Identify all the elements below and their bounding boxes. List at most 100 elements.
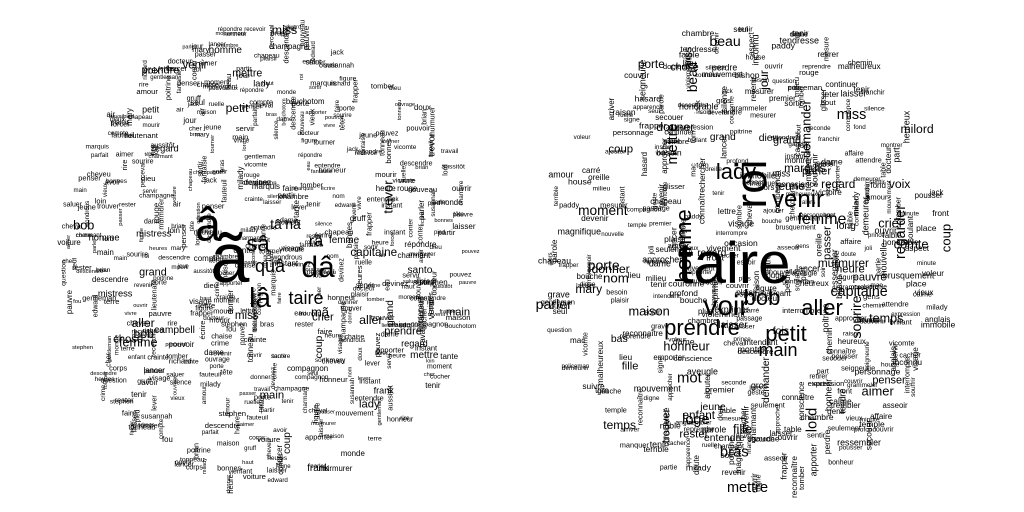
cloud-word: passer: [318, 408, 335, 415]
cloud-word: aller: [801, 295, 843, 320]
cloud-word: apporter: [305, 431, 333, 441]
cloud-word: bras: [259, 318, 275, 328]
cloud-word: brian: [415, 165, 429, 171]
cloud-word: seulement: [655, 244, 693, 254]
cloud-word: signe: [623, 116, 640, 124]
cloud-word: heure: [375, 183, 396, 193]
cloud-word: table: [719, 405, 737, 415]
cloud-word: miss: [234, 309, 259, 323]
cloud-word: tenir: [712, 190, 725, 198]
cloud-word: pied: [123, 114, 135, 121]
cloud-word: vivre: [323, 123, 336, 130]
cloud-word: connaître: [826, 347, 856, 356]
cloud-word: dieu: [429, 243, 442, 251]
cloud-word: mesurer: [744, 87, 774, 97]
cloud-word: franchir: [861, 89, 885, 97]
cloud-word: lieutenant: [381, 323, 407, 330]
cloud-word: aspect: [904, 243, 929, 253]
cloud-word: hasard: [634, 93, 662, 104]
cloud-word: alors: [801, 199, 816, 207]
cloud-word: seulement: [827, 423, 861, 433]
cloud-word: ruelle: [355, 259, 373, 267]
cloud-word: crime: [211, 338, 230, 348]
cloud-word: roi: [193, 65, 202, 74]
cloud-word: grammeler: [731, 103, 767, 113]
cloud-word: intendant: [653, 293, 680, 301]
cloud-word: glisser: [735, 323, 755, 331]
cloud-word: murmurer: [318, 463, 353, 473]
cloud-word: heure: [388, 352, 406, 360]
cloud-word: chose: [670, 62, 699, 75]
cloud-word: connaître: [781, 393, 815, 403]
cloud-word: gauche: [788, 141, 810, 149]
cloud-word: chapeau: [324, 227, 354, 237]
cloud-word: lady: [359, 398, 380, 411]
cloud-word: temple: [627, 221, 647, 229]
cloud-word: table: [783, 425, 802, 435]
cloud-word: dieu: [758, 132, 779, 144]
cloud-word: penser: [201, 201, 225, 211]
cloud-word: gruff: [137, 378, 151, 386]
cloud-word: revenir: [132, 332, 153, 340]
cloud-word: brian: [421, 108, 429, 125]
cloud-word: voiture: [242, 472, 266, 482]
cloud-word: milord: [900, 121, 934, 136]
cloud-word: partir: [277, 190, 296, 200]
cloud-word: nom: [602, 270, 629, 286]
cloud-word: crainte: [387, 320, 411, 330]
cloud-word: honorable: [882, 237, 919, 247]
cloud-word: manquer: [619, 439, 649, 449]
cloud-word: penser: [178, 224, 188, 248]
cloud-word: crime: [271, 363, 279, 380]
cloud-word: coup: [938, 223, 954, 252]
cloud-word: frapper: [190, 308, 214, 318]
cloud-word: lancer: [796, 263, 821, 274]
cloud-word: lieutenant: [151, 280, 159, 311]
cloud-word: heures: [149, 246, 168, 253]
cloud-word: sortir: [363, 243, 379, 251]
cloud-word: jack: [187, 100, 200, 108]
cloud-word: bouchotom: [445, 322, 477, 330]
cloud-word: mary: [575, 282, 603, 297]
cloud-word: nouvelle: [878, 242, 889, 276]
cloud-word: besoin: [606, 287, 628, 297]
cloud-word: laisser: [718, 320, 748, 332]
cloud-word: wondrous: [339, 338, 366, 345]
cloud-word: crainte: [147, 351, 169, 361]
cloud-word: tenir: [306, 199, 321, 209]
cloud-word: sortir: [314, 357, 330, 365]
cloud-word: fou: [226, 324, 237, 334]
cloud-word: avoir: [273, 426, 288, 434]
cloud-word: roi: [727, 159, 776, 209]
cloud-word: brillant: [889, 316, 912, 326]
cloud-word: chaise: [344, 333, 365, 341]
cloud-word: compagnon: [286, 364, 329, 374]
cloud-word: ruelle: [618, 111, 634, 119]
cloud-word: revenir: [350, 202, 358, 222]
cloud-word: mettre: [232, 68, 263, 81]
cloud-word: rouge: [243, 171, 260, 179]
cloud-word: mac: [870, 281, 883, 289]
cloud-word: mesurer: [600, 200, 628, 210]
cloud-word: ruelle: [208, 100, 225, 108]
cloud-word: aimer: [115, 149, 134, 159]
cloud-word: fou: [312, 272, 322, 280]
cloud-word: tenir: [853, 84, 870, 95]
cloud-word: haut: [401, 283, 415, 291]
cloud-word: air: [196, 107, 206, 117]
cloud-word: plaisir: [350, 291, 369, 299]
cloud-word: magnifique: [557, 226, 602, 237]
cloud-word: cheval: [245, 241, 268, 251]
cloud-word: lâ: [249, 282, 271, 313]
cloud-word: descendre: [677, 101, 708, 109]
cloud-word: gentleman: [540, 296, 575, 306]
cloud-word: jeune: [359, 130, 378, 140]
cloud-word: joli: [646, 245, 656, 255]
cloud-word: moment: [204, 78, 230, 87]
cloud-word: corps: [185, 464, 203, 472]
cloud-word: bras: [189, 132, 201, 139]
cloud-word: retirer: [809, 373, 828, 381]
cloud-word: répondre: [239, 87, 264, 94]
cloud-word: reconnaître: [622, 329, 663, 339]
cloud-word: descendre: [158, 254, 191, 262]
